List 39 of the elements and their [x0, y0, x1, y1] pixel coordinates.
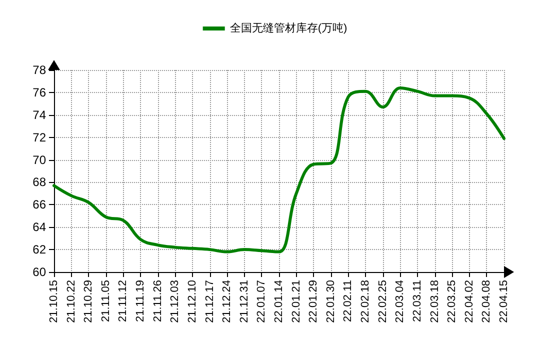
x-tick-label: 21.12.03 — [169, 280, 182, 323]
line-series — [52, 86, 506, 254]
x-tick-label: 21.12.24 — [221, 280, 234, 323]
x-tick-label: 21.12.17 — [204, 280, 216, 323]
x-tick-label: 21.12.31 — [238, 280, 250, 323]
x-tick-label: 21.10.29 — [82, 280, 95, 323]
x-tick-label: 22.04.15 — [498, 280, 510, 323]
x-tick-label: 21.11.05 — [100, 280, 112, 322]
x-tick-label: 22.01.07 — [256, 280, 268, 323]
y-tick-label: 64 — [32, 220, 46, 234]
x-tick-label: 22.03.04 — [394, 280, 406, 323]
x-tick-label: 22.02.11 — [342, 280, 354, 322]
x-tick-label: 22.01.21 — [290, 280, 302, 323]
x-tick-label: 22.02.25 — [376, 280, 389, 323]
x-tick-label: 22.02.18 — [360, 280, 372, 323]
x-tick-label: 22.03.25 — [446, 280, 458, 323]
legend-label: 全国无缝管材库存(万吨) — [230, 22, 348, 34]
x-tick-label: 21.12.10 — [186, 280, 198, 323]
y-tick-label: 76 — [32, 85, 46, 100]
y-tick-label: 62 — [32, 242, 46, 257]
y-tick-label: 74 — [32, 108, 46, 122]
y-tick-label: 66 — [32, 198, 46, 212]
y-tick-label: 60 — [32, 265, 46, 279]
x-tick-label: 21.10.22 — [65, 280, 78, 323]
x-tick-label: 22.01.29 — [308, 280, 320, 323]
x-tick-label: 21.11.19 — [134, 280, 147, 322]
y-tick-label: 78 — [32, 63, 46, 77]
x-tick-label: 22.04.02 — [463, 280, 476, 323]
x-tick-label: 22.01.14 — [273, 280, 285, 323]
x-tick-label: 22.03.11 — [411, 280, 424, 322]
y-tick-label: 68 — [32, 175, 46, 190]
y-tick-label: 70 — [32, 152, 46, 167]
x-tick-label: 22.01.30 — [324, 280, 337, 323]
x-tick-label: 21.11.12 — [117, 280, 130, 322]
x-tick-label: 22.04.08 — [480, 280, 493, 323]
x-tick-label: 21.10.15 — [48, 280, 60, 323]
x-tick-label: 21.11.26 — [152, 280, 164, 322]
y-tick-label: 72 — [32, 130, 46, 144]
x-tick-label: 22.03.18 — [428, 280, 441, 323]
